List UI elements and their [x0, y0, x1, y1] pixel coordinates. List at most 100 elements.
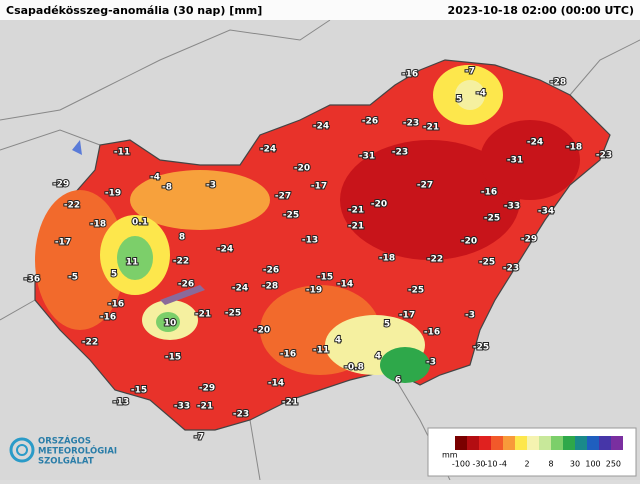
station-value: -3 — [465, 311, 475, 321]
station-value: -28 — [550, 78, 566, 88]
station-value: -11 — [114, 148, 130, 158]
legend-label: 250 — [606, 460, 621, 469]
legend-swatch — [587, 436, 599, 450]
station-value: -16 — [424, 328, 440, 338]
station-value: 0.1 — [132, 218, 148, 228]
station-value: -15 — [165, 353, 181, 363]
station-value: -22 — [64, 201, 80, 211]
station-value: -29 — [199, 384, 215, 394]
station-value: -16 — [280, 350, 296, 360]
station-value: -16 — [100, 313, 116, 323]
station-value: -25 — [484, 214, 500, 224]
station-value: -5 — [68, 273, 78, 283]
legend-label: -4 — [499, 460, 507, 469]
station-value: -19 — [105, 189, 121, 199]
station-value: -27 — [417, 181, 433, 191]
legend-swatch — [599, 436, 611, 450]
station-value: 5 — [384, 320, 390, 330]
legend-swatch — [575, 436, 587, 450]
station-value: 6 — [395, 376, 401, 386]
legend-swatch — [479, 436, 491, 450]
station-value: 4 — [375, 352, 381, 362]
logo-line: SZOLGÁLAT — [38, 455, 94, 467]
station-value: -15 — [317, 273, 333, 283]
station-value: -22 — [82, 338, 98, 348]
station-value: -20 — [294, 164, 310, 174]
legend-label: -10 — [484, 460, 497, 469]
legend-label: -100 — [452, 460, 470, 469]
station-value: -3 — [426, 358, 436, 368]
legend-label: 30 — [570, 460, 580, 469]
station-value: -18 — [566, 143, 582, 153]
station-value: 5 — [456, 95, 462, 105]
station-value: -15 — [131, 386, 147, 396]
station-value: -24 — [217, 245, 233, 255]
logo: ORSZÁGOS METEOROLÓGIAI SZOLGÁLAT — [9, 435, 117, 467]
station-value: -8 — [162, 183, 172, 193]
anomaly-zones — [35, 65, 580, 383]
station-value: -23 — [596, 151, 612, 161]
logo-line: METEOROLÓGIAI — [38, 445, 117, 457]
station-value: 8 — [179, 233, 185, 243]
station-value: -19 — [306, 286, 322, 296]
station-value: -21 — [197, 402, 213, 412]
legend-swatch — [563, 436, 575, 450]
station-value: -24 — [527, 138, 543, 148]
station-value: 5 — [111, 270, 117, 280]
station-value: -21 — [195, 310, 211, 320]
station-value: -23 — [392, 148, 408, 158]
legend-swatch — [467, 436, 479, 450]
station-value: -23 — [503, 264, 519, 274]
station-value: -16 — [402, 70, 418, 80]
legend-box — [427, 427, 637, 477]
station-value: -25 — [479, 258, 495, 268]
station-value: -4 — [150, 173, 160, 183]
station-value: -21 — [423, 123, 439, 133]
station-value: -23 — [233, 410, 249, 420]
timestamp: 2023-10-18 02:00 (00:00 UTC) — [448, 4, 634, 17]
legend-swatch — [611, 436, 623, 450]
station-value: -36 — [24, 275, 40, 285]
station-value: -13 — [302, 236, 318, 246]
legend-swatch — [527, 436, 539, 450]
station-value: -17 — [399, 311, 415, 321]
station-value: -25 — [283, 211, 299, 221]
legend-swatch — [503, 436, 515, 450]
station-value: -21 — [282, 398, 298, 408]
station-value: -26 — [362, 117, 378, 127]
station-value: -25 — [473, 343, 489, 353]
legend-swatch — [539, 436, 551, 450]
station-value: -26 — [178, 280, 194, 290]
station-value: -33 — [504, 202, 520, 212]
station-value: -22 — [173, 257, 189, 267]
station-value: -16 — [108, 300, 124, 310]
station-value: -18 — [90, 220, 106, 230]
logo-line: ORSZÁGOS — [38, 435, 91, 447]
legend-swatch — [491, 436, 503, 450]
station-value: -34 — [538, 207, 554, 217]
legend-label: 2 — [524, 460, 529, 469]
station-value: -16 — [481, 188, 497, 198]
legend-label: 100 — [585, 460, 600, 469]
station-value: -25 — [408, 286, 424, 296]
station-value: -13 — [113, 398, 129, 408]
station-value: -17 — [55, 238, 71, 248]
station-value: -7 — [465, 67, 475, 77]
legend-swatch — [551, 436, 563, 450]
station-value: -24 — [260, 145, 276, 155]
legend-swatch — [515, 436, 527, 450]
station-value: -17 — [311, 182, 327, 192]
station-value: -20 — [461, 237, 477, 247]
station-value: -26 — [263, 266, 279, 276]
station-value: 10 — [164, 319, 177, 329]
map-title: Csapadékösszeg-anomália (30 nap) [mm] — [6, 4, 262, 17]
station-value: 4 — [335, 336, 341, 346]
station-value: -31 — [359, 152, 375, 162]
waters — [72, 140, 205, 305]
station-value: -18 — [379, 254, 395, 264]
station-value: -20 — [371, 200, 387, 210]
station-value: -33 — [174, 402, 190, 412]
legend-label: 8 — [548, 460, 553, 469]
station-value: -25 — [225, 309, 241, 319]
